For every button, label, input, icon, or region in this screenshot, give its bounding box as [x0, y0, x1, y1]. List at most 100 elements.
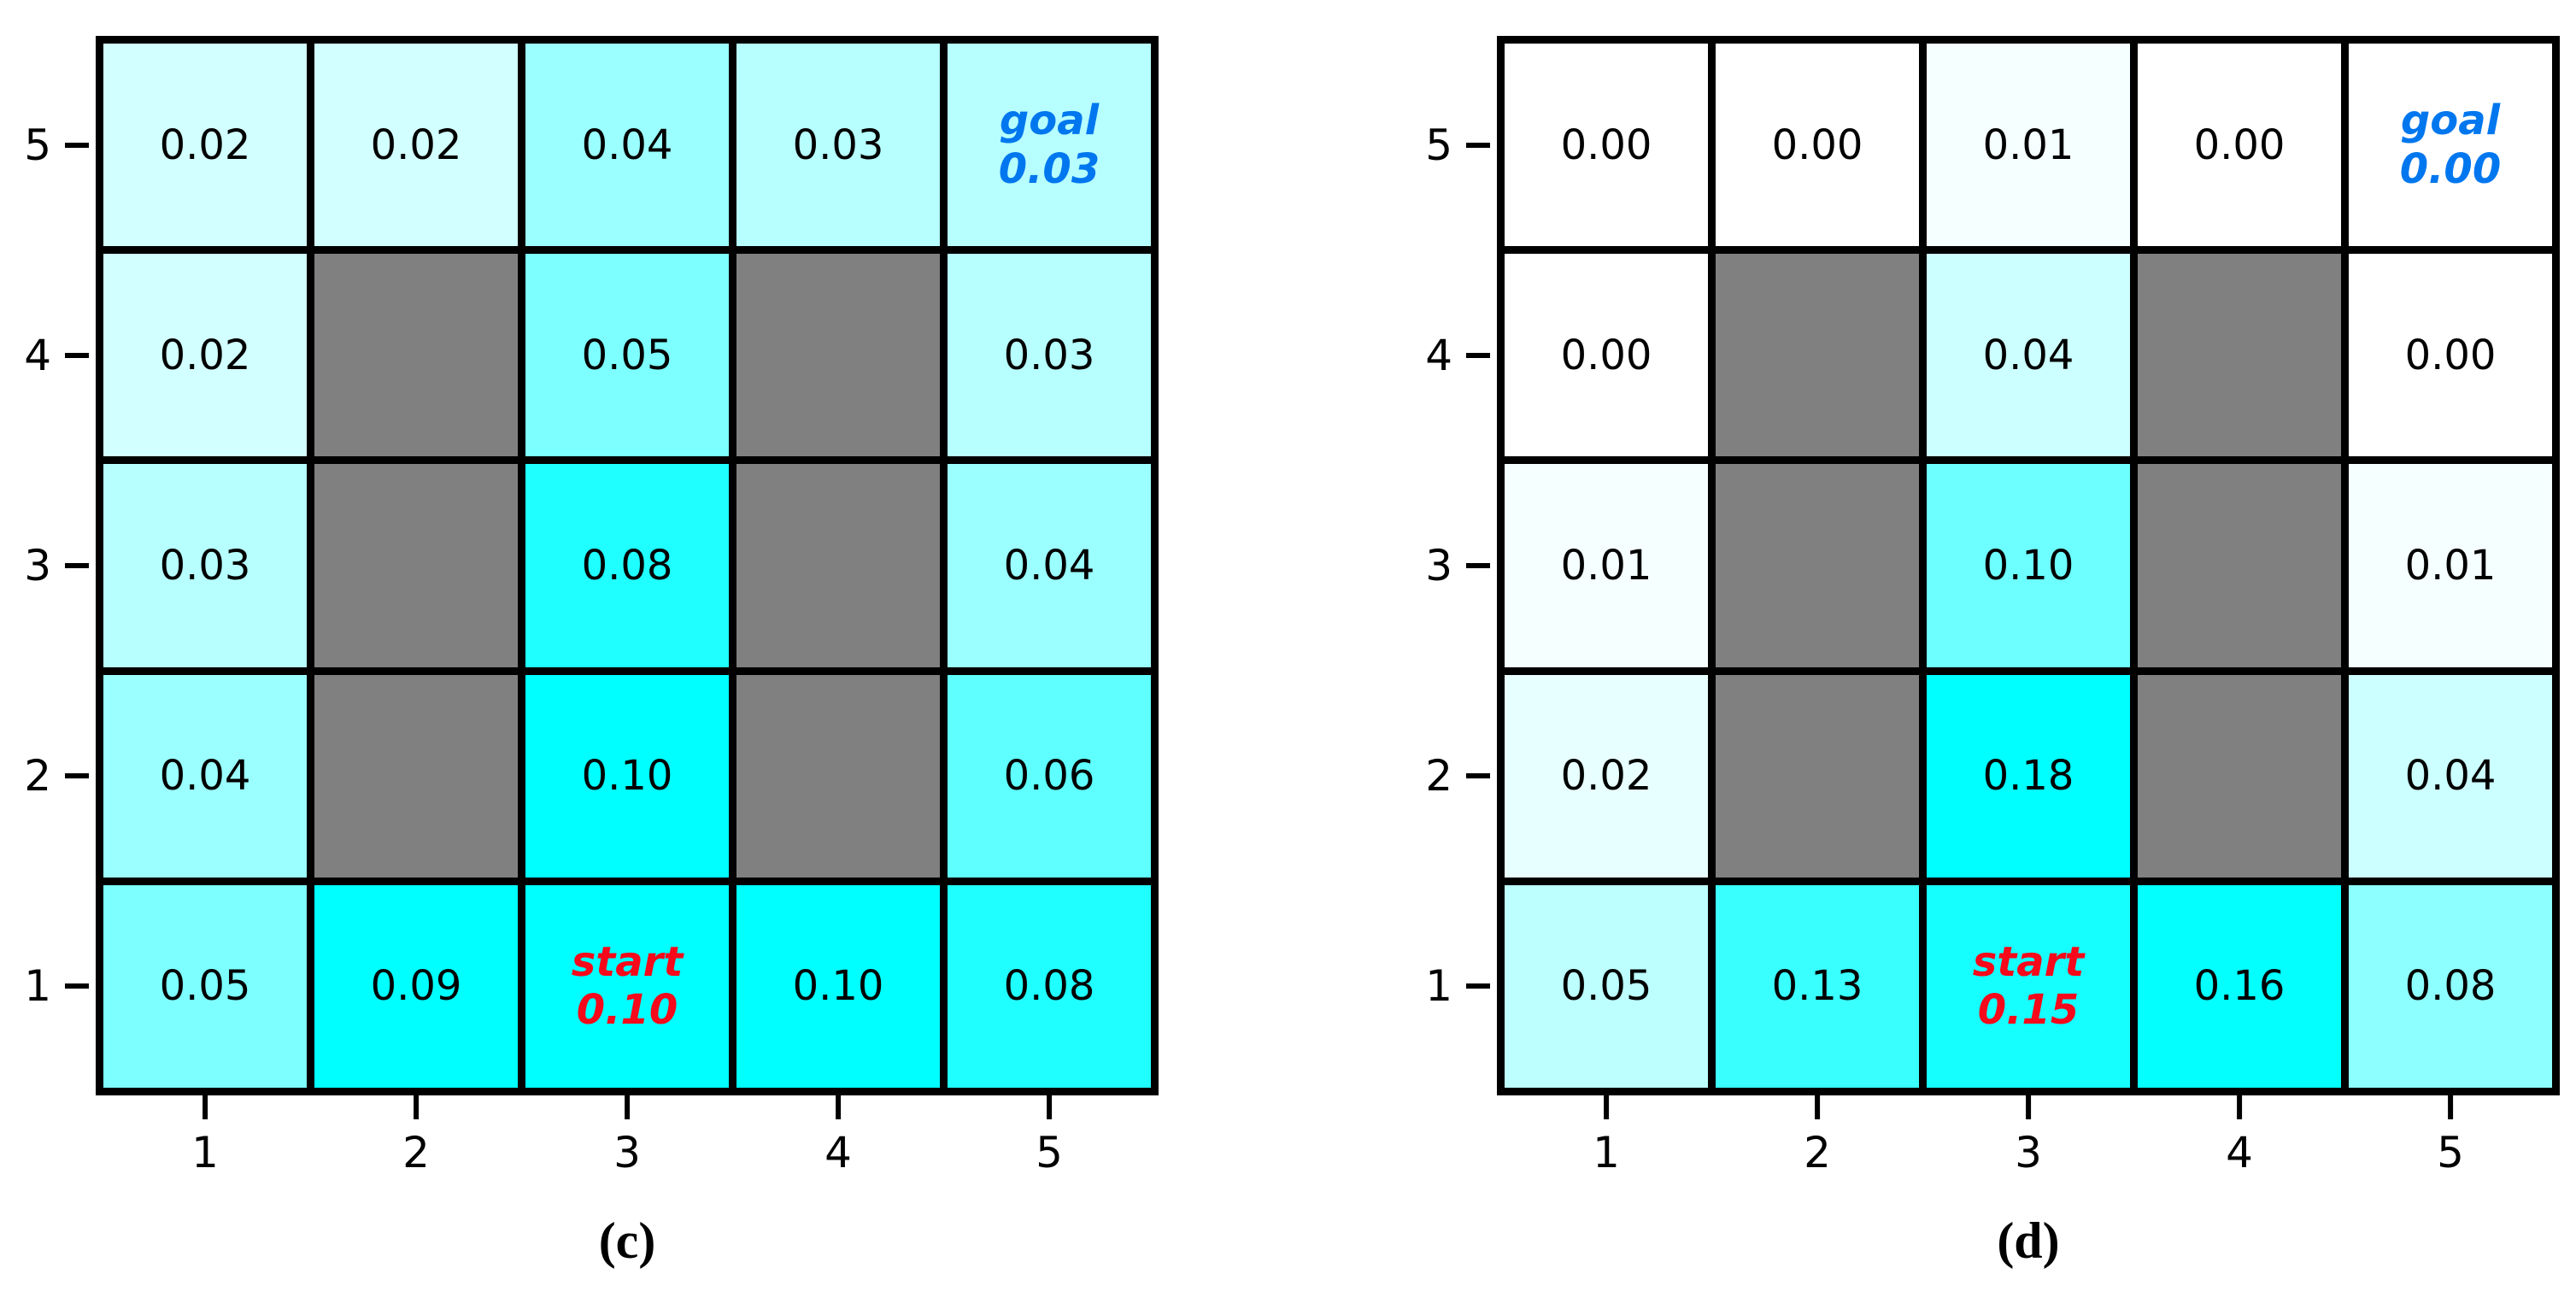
cell-x3-y3: 0.10 [1927, 464, 2130, 667]
start-label: start 0.10 [571, 937, 684, 1035]
x-tick-mark [2026, 1095, 2031, 1119]
x-tick-5: 5 [2437, 1095, 2464, 1177]
y-tick-mark [65, 563, 89, 568]
cell-x1-y4: 0.00 [1505, 254, 1708, 457]
x-tick-5: 5 [1036, 1095, 1063, 1177]
wall-cell-x4-y2 [736, 674, 940, 878]
x-tick-label: 3 [2015, 1128, 2042, 1177]
y-tick-label: 5 [1425, 120, 1452, 170]
y-tick-3: 3 [0, 541, 89, 590]
cell-x3-y4: 0.05 [525, 254, 729, 457]
heatmap-grid-c: 0.02 0.02 0.04 0.03 goal 0.03 0.02 0.05 0.03 0.0… [96, 36, 1159, 1095]
y-tick-mark [1466, 352, 1490, 358]
x-tick-mark [202, 1095, 208, 1119]
wall-cell-x4-y3 [736, 464, 940, 667]
cell-x5-y1: 0.08 [2349, 884, 2552, 1088]
cell-x1-y5: 0.02 [103, 44, 307, 247]
y-tick-2: 2 [0, 751, 89, 801]
wall-cell-x2-y4 [314, 254, 518, 457]
cell-x1-y2: 0.02 [1505, 674, 1708, 878]
cell-x1-y4: 0.02 [103, 254, 307, 457]
x-tick-mark [1815, 1095, 1820, 1119]
x-tick-3: 3 [2015, 1095, 2042, 1177]
y-tick-2: 2 [1401, 751, 1490, 801]
cell-x5-y2: 0.04 [2349, 674, 2552, 878]
x-tick-label: 1 [1593, 1128, 1620, 1177]
y-tick-mark [1466, 983, 1490, 989]
cell-x4-y1: 0.16 [2138, 884, 2341, 1088]
cell-x4-y1: 0.10 [736, 884, 940, 1088]
x-tick-label: 2 [402, 1128, 430, 1177]
cell-x1-y5: 0.00 [1505, 44, 1708, 247]
y-tick-5: 5 [0, 120, 89, 170]
start-label: start 0.15 [1972, 937, 2085, 1035]
cell-x3-y4: 0.04 [1927, 254, 2130, 457]
cell-x5-y3: 0.01 [2349, 464, 2552, 667]
cell-x4-y5: 0.00 [2138, 44, 2341, 247]
wall-cell-x4-y3 [2138, 464, 2341, 667]
goal-label: goal 0.00 [2399, 96, 2502, 193]
x-tick-label: 5 [2437, 1128, 2464, 1177]
cell-x1-y1: 0.05 [103, 884, 307, 1088]
panel-caption-d: (d) [1997, 1212, 2060, 1269]
cell-x5-y4: 0.00 [2349, 254, 2552, 457]
wall-cell-x4-y4 [2138, 254, 2341, 457]
y-tick-label: 5 [24, 120, 51, 170]
y-tick-label: 2 [1425, 751, 1452, 801]
x-tick-1: 1 [191, 1095, 219, 1177]
cell-x1-y1: 0.05 [1505, 884, 1708, 1088]
y-tick-1: 1 [1401, 961, 1490, 1011]
x-tick-mark [2237, 1095, 2242, 1119]
x-tick-mark [2448, 1095, 2453, 1119]
cell-x1-y3: 0.01 [1505, 464, 1708, 667]
y-tick-4: 4 [1401, 331, 1490, 380]
y-tick-label: 1 [24, 961, 51, 1012]
x-tick-2: 2 [1804, 1095, 1831, 1177]
cell-x2-y1: 0.09 [314, 884, 518, 1088]
y-tick-3: 3 [1401, 541, 1490, 590]
y-tick-mark [65, 983, 89, 989]
y-tick-label: 2 [24, 751, 51, 801]
y-tick-label: 3 [24, 541, 51, 590]
y-tick-mark [1466, 773, 1490, 779]
wall-cell-x4-y4 [736, 254, 940, 457]
y-tick-mark [1466, 142, 1490, 148]
cell-x2-y5: 0.00 [1716, 44, 1919, 247]
x-tick-2: 2 [402, 1095, 430, 1177]
x-tick-4: 4 [2226, 1095, 2253, 1177]
cell-x5-y2: 0.06 [948, 674, 1151, 878]
y-tick-4: 4 [0, 331, 89, 380]
x-tick-label: 2 [1804, 1128, 1831, 1177]
cell-x4-y5: 0.03 [736, 44, 940, 247]
wall-cell-x2-y4 [1716, 254, 1919, 457]
goal-cell-x5-y5: goal 0.00 [2349, 44, 2552, 247]
cell-x5-y4: 0.03 [948, 254, 1151, 457]
wall-cell-x2-y3 [314, 464, 518, 667]
cell-x1-y3: 0.03 [103, 464, 307, 667]
wall-cell-x4-y2 [2138, 674, 2341, 878]
x-tick-3: 3 [613, 1095, 641, 1177]
heatmap-grid-d: 0.00 0.00 0.01 0.00 goal 0.00 0.00 0.04 0.00 0.0… [1497, 36, 2560, 1095]
wall-cell-x2-y2 [314, 674, 518, 878]
x-tick-mark [1047, 1095, 1052, 1119]
cell-x5-y3: 0.04 [948, 464, 1151, 667]
x-tick-mark [414, 1095, 419, 1119]
y-tick-label: 3 [1425, 541, 1452, 590]
y-tick-1: 1 [0, 961, 89, 1011]
y-tick-mark [65, 142, 89, 148]
x-tick-label: 1 [191, 1128, 219, 1177]
cell-x3-y5: 0.04 [525, 44, 729, 247]
y-tick-mark [65, 352, 89, 358]
cell-x5-y1: 0.08 [948, 884, 1151, 1088]
x-tick-label: 4 [824, 1128, 852, 1177]
start-cell-x3-y1: start 0.15 [1927, 884, 2130, 1088]
heatmap-panel-d: 0.00 0.00 0.01 0.00 goal 0.00 0.00 0.04 0.00 0.0… [1401, 0, 2576, 1315]
y-tick-5: 5 [1401, 120, 1490, 170]
cell-x3-y2: 0.18 [1927, 674, 2130, 878]
cell-x3-y3: 0.08 [525, 464, 729, 667]
x-tick-4: 4 [824, 1095, 852, 1177]
y-tick-label: 4 [24, 330, 51, 380]
goal-label: goal 0.03 [998, 96, 1100, 193]
panel-caption-c: (c) [598, 1212, 656, 1269]
